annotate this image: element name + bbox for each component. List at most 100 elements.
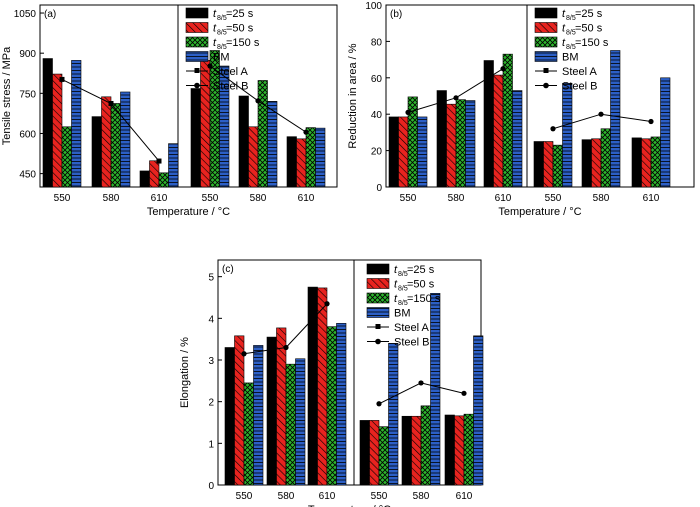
trend-marker-steel-B — [648, 118, 654, 125]
bar-t150 — [285, 363, 296, 486]
legend-symbol-t150: t — [562, 37, 566, 49]
trend-marker-steel-A — [324, 301, 330, 307]
legend-marker-steelB — [194, 82, 200, 89]
bar-t50 — [101, 96, 112, 188]
legend-label-steelB: Steel B — [562, 81, 597, 93]
bar-t150 — [463, 413, 474, 486]
bar-bm — [465, 100, 476, 188]
panel-label: (a) — [44, 9, 56, 20]
plot-frame — [39, 4, 338, 188]
legend-swatch-t50 — [185, 22, 209, 33]
x-axis-label: Temperature / °C — [308, 504, 391, 507]
trend-marker-steel-B — [207, 63, 213, 69]
bar-bm — [562, 82, 573, 188]
y-tick-label: 80 — [371, 37, 383, 48]
legend-subscript-t150: 8/5 — [217, 44, 227, 51]
bar-t25 — [190, 88, 201, 188]
legend-symbol-t25: t — [394, 264, 398, 276]
legend-label-t25: =25 s — [407, 264, 435, 276]
bar-t25 — [359, 420, 370, 486]
y-tick-label: 0 — [208, 481, 214, 492]
legend-label-t50: =50 s — [407, 279, 435, 291]
bar-t50 — [369, 420, 380, 486]
y-tick-label: 1 — [208, 439, 214, 450]
legend-label-t25: =25 s — [575, 8, 603, 20]
bar-bm — [336, 323, 347, 486]
y-tick-label: 900 — [19, 49, 36, 60]
bar-t50 — [52, 73, 63, 188]
bar-t150 — [650, 136, 661, 188]
trend-marker-steel-B — [598, 111, 604, 117]
bar-bm — [388, 343, 399, 486]
trend-marker-steel-B — [255, 98, 261, 104]
y-axis-label: Reduction in area / % — [347, 43, 359, 148]
bar-t150 — [420, 405, 431, 486]
bar-t25 — [286, 136, 297, 188]
y-tick-label: 1050 — [14, 9, 37, 20]
bar-t150 — [326, 326, 337, 486]
trend-marker-steel-A — [156, 158, 162, 164]
trend-marker-steel-B — [418, 380, 424, 386]
legend-symbol-t150: t — [213, 37, 217, 49]
x-tick-label: 580 — [413, 491, 430, 502]
bar-bm — [71, 60, 82, 188]
legend-symbol-t50: t — [213, 23, 217, 35]
y-tick-label: 20 — [371, 147, 383, 158]
trend-marker-steel-B — [303, 129, 309, 135]
bar-t50 — [454, 415, 465, 486]
legend-swatch-t50 — [366, 278, 390, 289]
bar-t150 — [110, 103, 121, 188]
legend-marker-steelB — [543, 82, 549, 89]
legend-label-t150: =150 s — [575, 37, 609, 49]
trend-marker-steel-A — [283, 344, 289, 351]
bar-t25 — [401, 415, 412, 486]
legend-subscript-t25: 8/5 — [398, 271, 408, 278]
trend-marker-steel-A — [108, 100, 114, 106]
y-tick-label: 2 — [208, 398, 214, 409]
bar-bm — [120, 91, 131, 188]
bar-t25 — [388, 116, 399, 188]
y-tick-label: 450 — [19, 170, 36, 181]
legend-swatch-bm — [185, 51, 209, 62]
legend-swatch-t50 — [534, 22, 558, 33]
bar-t150 — [455, 99, 466, 188]
bar-t50 — [234, 335, 245, 486]
bar-bm — [219, 65, 230, 188]
trend-marker-steel-B — [461, 390, 467, 396]
bar-t150 — [61, 126, 72, 188]
x-tick-label: 580 — [250, 193, 267, 204]
bar-t150 — [257, 80, 268, 188]
legend-marker-steelB — [375, 338, 381, 345]
bar-t150 — [158, 172, 169, 188]
bar-t25 — [91, 116, 102, 188]
x-tick-label: 580 — [103, 193, 120, 204]
legend-label-bm: BM — [394, 308, 411, 320]
legend-label-t50: =50 s — [226, 23, 254, 35]
bar-t25 — [307, 286, 318, 486]
legend-symbol-t25: t — [562, 8, 566, 20]
x-tick-label: 580 — [278, 491, 295, 502]
bar-t50 — [411, 415, 422, 486]
bar-t25 — [533, 141, 544, 188]
legend-symbol-t50: t — [562, 23, 566, 35]
y-tick-label: 0 — [376, 183, 382, 194]
legend-swatch-t150 — [534, 36, 558, 48]
bar-bm — [610, 50, 621, 188]
legend-swatch-t150 — [185, 36, 209, 48]
x-tick-label: 610 — [495, 193, 512, 204]
y-axis-label: Tensile stress / MPa — [1, 46, 13, 145]
x-tick-label: 550 — [371, 491, 388, 502]
bar-t150 — [305, 127, 316, 188]
bar-bm — [430, 293, 441, 486]
legend-label-bm: BM — [213, 52, 230, 64]
chart-panel-2: (c) 0 1 2 3 4 5 Elongation / % 550 580 610 550 580 61… — [179, 259, 484, 507]
x-tick-label: 550 — [236, 491, 253, 502]
bar-t50 — [248, 126, 259, 188]
legend-subscript-t25: 8/5 — [217, 15, 227, 22]
trend-marker-steel-B — [550, 126, 556, 132]
y-tick-label: 100 — [365, 1, 382, 12]
bar-t25 — [436, 90, 447, 188]
bar-bm — [417, 116, 428, 188]
